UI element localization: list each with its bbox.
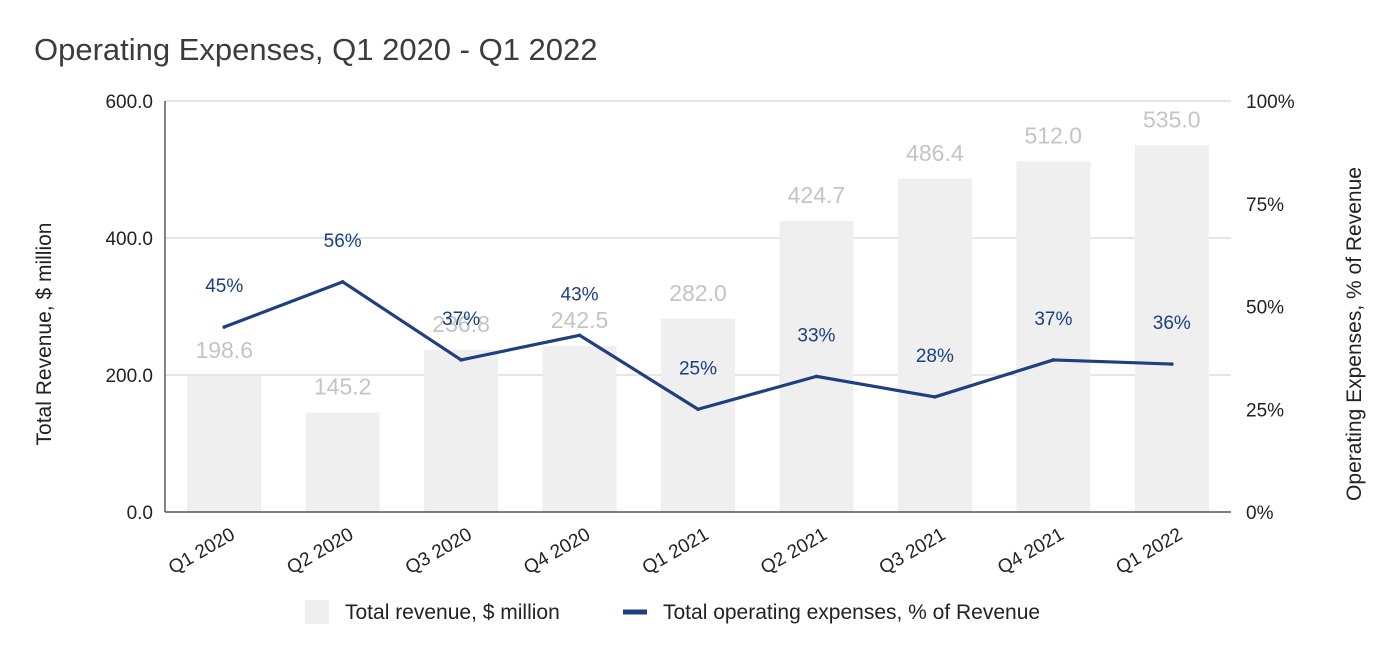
line-point [814, 374, 819, 379]
bar-data-label: 512.0 [1025, 122, 1083, 148]
line-point [340, 280, 345, 284]
line-point [1051, 358, 1056, 362]
bar-data-label: 198.6 [195, 337, 253, 363]
line-point [933, 395, 937, 399]
legend-swatch-bar [305, 600, 329, 624]
bars [187, 145, 1209, 513]
bar-data-label: 236.8 [432, 311, 490, 337]
line-point [696, 407, 700, 412]
bar [305, 412, 380, 512]
y2-tick-label: 75% [1246, 195, 1284, 216]
y2-tick-label: 100% [1246, 92, 1295, 113]
bar [779, 221, 854, 512]
bar-data-label: 486.4 [906, 140, 964, 166]
x-tick-label: Q4 2021 [994, 524, 1068, 579]
x-tick-label: Q2 2020 [284, 524, 358, 579]
bar [1016, 161, 1091, 512]
line-point [222, 325, 227, 329]
line-series [222, 280, 1174, 412]
bar [1134, 145, 1209, 512]
y-tick-label: 200.0 [105, 366, 153, 387]
y-axis-title: Total Revenue, $ million [33, 223, 56, 446]
bar [542, 345, 617, 512]
bar-data-label: 535.0 [1143, 107, 1201, 133]
line-data-label: 33% [797, 325, 835, 346]
x-tick-label: Q1 2021 [639, 524, 713, 579]
line-data-label: 56% [324, 231, 362, 252]
y-tick-label: 0.0 [127, 503, 153, 524]
line-data-label: 25% [679, 358, 717, 379]
line-data-label: 37% [442, 309, 480, 330]
y2-tick-label: 50% [1246, 298, 1284, 319]
y2-tick-label: 0% [1246, 503, 1274, 524]
line-point [459, 358, 463, 362]
bar-data-label: 242.5 [551, 307, 609, 333]
x-tick-label: Q3 2021 [876, 524, 950, 579]
chart-title: Operating Expenses, Q1 2020 - Q1 2022 [34, 32, 598, 67]
y2-axis-title: Operating Expenses, % of Revenue [1343, 167, 1366, 501]
x-tick-label: Q4 2020 [520, 524, 594, 579]
x-tick-label: Q2 2021 [757, 524, 831, 579]
line-data-label: 28% [916, 346, 954, 367]
line-data-label: 37% [1034, 309, 1072, 330]
bar-data-label: 145.2 [314, 374, 372, 400]
bar-data-label: 424.7 [788, 182, 846, 208]
bar [897, 178, 972, 513]
x-tick-label: Q1 2022 [1113, 524, 1187, 579]
y-tick-label: 600.0 [105, 92, 153, 113]
line-data-label: 43% [561, 284, 599, 305]
x-tick-label: Q1 2020 [165, 524, 239, 579]
bar-data-label: 282.0 [669, 280, 727, 306]
line-data-label: 36% [1153, 313, 1191, 334]
legend-label-bar: Total revenue, $ million [345, 601, 560, 624]
y2-tick-label: 25% [1246, 400, 1284, 421]
bar [187, 375, 262, 512]
line-point [1169, 362, 1174, 366]
data-labels: 198.6 145.2 236.8 242.5 282.0 424.7 486.4 512.0… [195, 107, 1200, 400]
line-point [577, 333, 582, 338]
legend-label-line: Total operating expenses, % of Revenue [663, 601, 1040, 624]
legend: Total revenue, $ million Total operating … [305, 600, 1040, 624]
line-data-label: 45% [205, 276, 243, 297]
x-tick-label: Q3 2020 [402, 524, 476, 579]
bar [661, 318, 735, 512]
bar [424, 349, 499, 512]
y-tick-label: 400.0 [105, 229, 153, 250]
